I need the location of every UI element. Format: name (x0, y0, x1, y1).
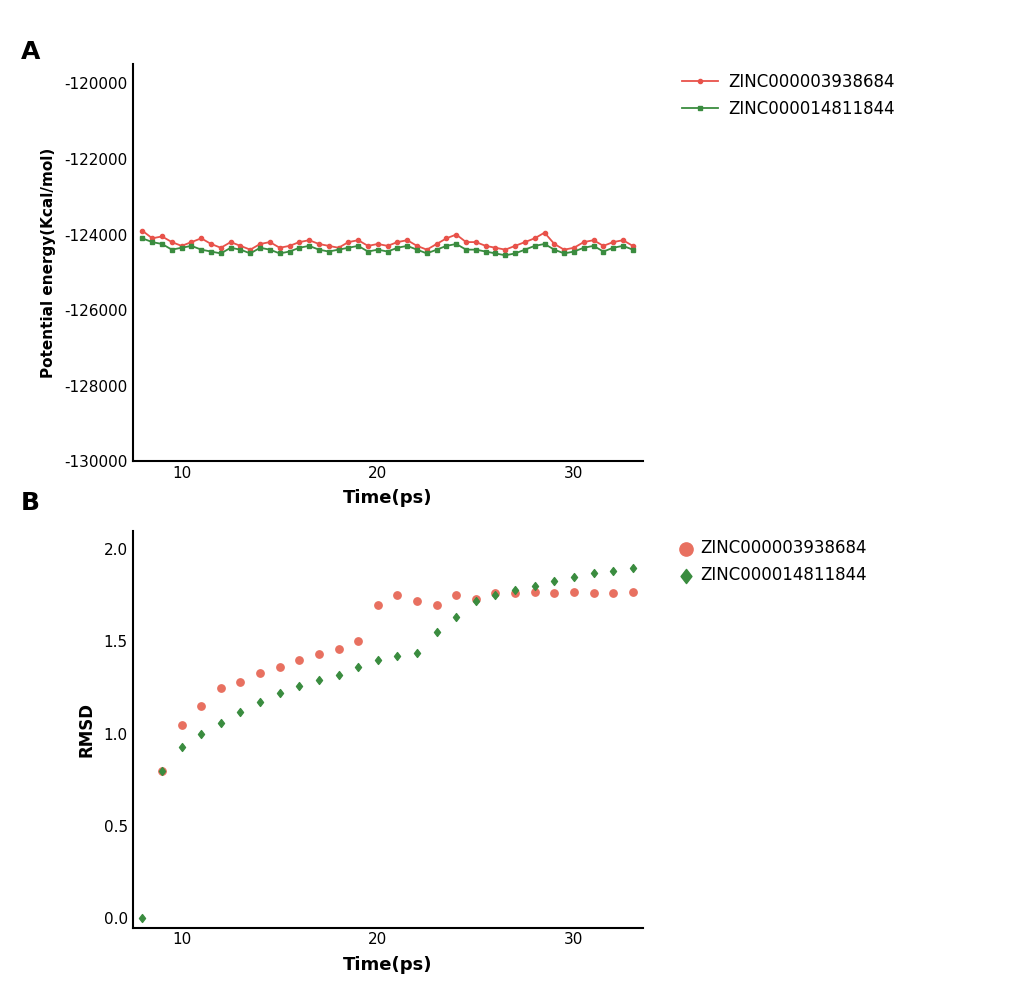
ZINC000003938684 (254, 238, 266, 250)
ZINC000003938684 (369, 596, 385, 612)
ZINC000014811844 (389, 649, 406, 665)
ZINC000003938684 (290, 652, 307, 668)
Line: ZINC000014811844: ZINC000014811844 (141, 236, 634, 257)
ZINC000003938684 (409, 593, 425, 609)
ZINC000003938684 (173, 716, 190, 732)
ZINC000014811844 (369, 652, 385, 668)
ZINC000003938684 (545, 585, 561, 601)
ZINC000003938684 (626, 240, 638, 252)
ZINC000014811844 (244, 247, 256, 259)
ZINC000014811844 (468, 593, 484, 609)
ZINC000014811844 (271, 685, 287, 701)
ZINC000014811844 (624, 559, 640, 575)
ZINC000003938684 (154, 763, 170, 779)
ZINC000014811844 (283, 246, 296, 258)
ZINC000014811844 (566, 569, 582, 585)
ZINC000014811844 (137, 232, 149, 244)
ZINC000003938684 (271, 660, 287, 676)
ZINC000014811844 (604, 563, 621, 579)
ZINC000014811844 (498, 249, 511, 261)
ZINC000003938684 (193, 698, 209, 714)
ZINC000003938684 (330, 641, 346, 657)
ZINC000014811844 (350, 660, 366, 676)
ZINC000003938684 (506, 585, 523, 601)
Legend: ZINC000003938684, ZINC000014811844: ZINC000003938684, ZINC000014811844 (681, 539, 866, 584)
Line: ZINC000003938684: ZINC000003938684 (141, 229, 634, 252)
ZINC000003938684 (447, 587, 464, 603)
ZINC000014811844 (460, 244, 472, 256)
ZINC000014811844 (447, 609, 464, 625)
ZINC000014811844 (506, 582, 523, 598)
ZINC000003938684 (137, 225, 149, 237)
ZINC000003938684 (350, 634, 366, 650)
ZINC000003938684 (616, 234, 629, 246)
ZINC000003938684 (498, 244, 511, 256)
ZINC000003938684 (604, 585, 621, 601)
ZINC000014811844 (585, 565, 601, 581)
ZINC000014811844 (311, 673, 327, 688)
ZINC000014811844 (252, 694, 268, 710)
ZINC000014811844 (213, 714, 229, 730)
ZINC000003938684 (526, 583, 542, 599)
ZINC000003938684 (389, 587, 406, 603)
ZINC000014811844 (154, 763, 170, 779)
ZINC000014811844 (428, 624, 444, 640)
Text: A: A (20, 40, 40, 63)
ZINC000014811844 (526, 578, 542, 594)
ZINC000003938684 (252, 665, 268, 681)
ZINC000014811844 (290, 678, 307, 693)
ZINC000014811844 (173, 739, 190, 755)
ZINC000003938684 (428, 596, 444, 612)
ZINC000014811844 (489, 247, 501, 259)
ZINC000003938684 (303, 234, 315, 246)
ZINC000014811844 (616, 240, 629, 252)
ZINC000014811844 (487, 587, 503, 603)
Y-axis label: Potential energy(Kcal/mol): Potential energy(Kcal/mol) (41, 148, 56, 378)
Y-axis label: RMSD: RMSD (77, 701, 95, 757)
ZINC000014811844 (292, 242, 305, 254)
ZINC000014811844 (545, 572, 561, 588)
Legend: ZINC000003938684, ZINC000014811844: ZINC000003938684, ZINC000014811844 (681, 72, 894, 118)
ZINC000014811844 (330, 667, 346, 682)
ZINC000003938684 (232, 675, 249, 690)
ZINC000003938684 (470, 236, 482, 248)
Text: B: B (20, 491, 40, 515)
X-axis label: Time(ps): Time(ps) (342, 489, 432, 508)
ZINC000003938684 (487, 585, 503, 601)
ZINC000014811844 (409, 645, 425, 661)
X-axis label: Time(ps): Time(ps) (342, 955, 432, 974)
ZINC000003938684 (292, 236, 305, 248)
ZINC000014811844 (232, 703, 249, 719)
ZINC000014811844 (626, 244, 638, 256)
ZINC000014811844 (193, 726, 209, 742)
ZINC000003938684 (311, 647, 327, 663)
ZINC000003938684 (566, 583, 582, 599)
ZINC000003938684 (244, 244, 256, 256)
ZINC000003938684 (468, 591, 484, 607)
ZINC000014811844 (135, 911, 151, 927)
ZINC000003938684 (624, 583, 640, 599)
ZINC000003938684 (585, 585, 601, 601)
ZINC000003938684 (213, 680, 229, 695)
